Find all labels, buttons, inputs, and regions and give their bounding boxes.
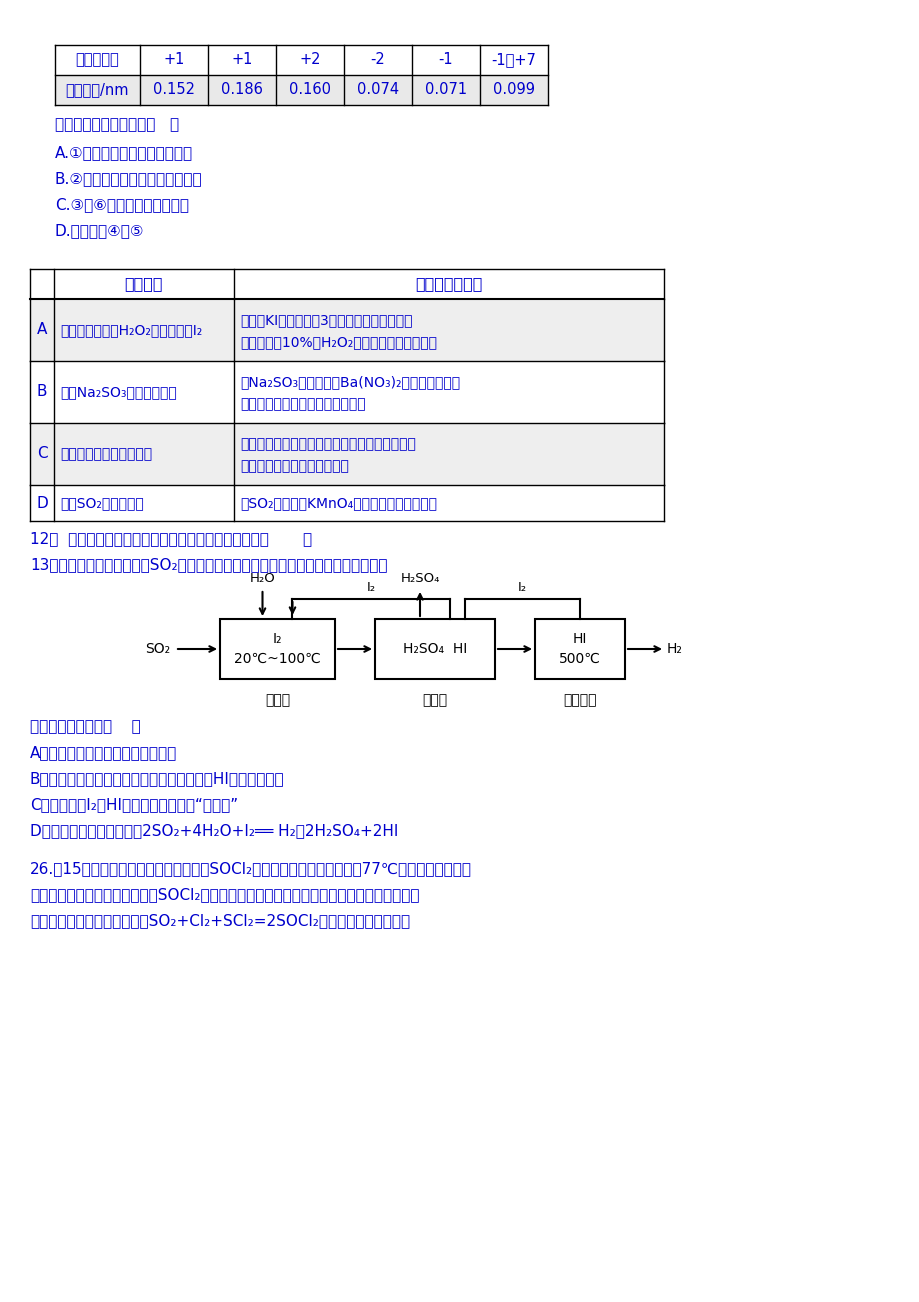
Text: A.①的单质加热时能与氧气化合: A.①的单质加热时能与氧气化合 [55,145,193,160]
Text: B.②的单质常温下可与水劇烈反应: B.②的单质常温下可与水劇烈反应 [55,171,202,186]
Text: 有水玻璃的试管中，出现浑浓: 有水玻璃的试管中，出现浑浓 [240,460,348,473]
Text: 12、  下列实验操作及现象能够达成相应实验目的的是（       ）: 12、 下列实验操作及现象能够达成相应实验目的的是（ ） [30,531,312,546]
Text: I₂: I₂ [517,581,527,594]
Text: 分离器: 分离器 [422,693,447,707]
Bar [30,299,664,361]
Text: +1: +1 [164,52,185,68]
Text: A: A [37,323,47,337]
Text: 将浓盐酸滴入碳酸钓固体中，生成的气体通入盛: 将浓盐酸滴入碳酸钓固体中，生成的气体通入盛 [240,437,415,450]
Text: HI: HI [573,631,586,646]
Text: 下列说法正确的是（    ）: 下列说法正确的是（ ） [30,719,141,734]
Text: -1: -1 [438,52,453,68]
Text: 业、有机合成等领域用途广泛。SOCl₂遇水剧烈反应，液面上产生白雾，并常有刺激性气味的: 业、有机合成等领域用途广泛。SOCl₂遇水剧烈反应，液面上产生白雾，并常有刺激性… [30,887,419,902]
Text: 实验目的: 实验目的 [125,276,163,292]
Text: 气体产生，实验室合成原理：SO₂+Cl₂+SCl₂=2SOCl₂，部分装置如图所示：: 气体产生，实验室合成原理：SO₂+Cl₂+SCl₂=2SOCl₂，部分装置如图所… [30,913,410,928]
Text: 0.160: 0.160 [289,82,331,98]
Text: I₂: I₂ [272,631,282,646]
Text: 证明SO₂具有漂白性: 证明SO₂具有漂白性 [60,496,143,510]
Text: D: D [36,496,48,510]
Text: 0.152: 0.152 [153,82,195,98]
Bar [55,76,548,105]
Text: A．分离器中的物质分离操作为过滤: A．分离器中的物质分离操作为过滤 [30,745,177,760]
Text: 反应器: 反应器 [265,693,289,707]
Text: H₂SO₄  HI: H₂SO₄ HI [403,642,467,656]
Text: D．磘循环工艺的总反应为2SO₂+4H₂O+I₂══ H₂＋2H₂SO₄+2HI: D．磘循环工艺的总反应为2SO₂+4H₂O+I₂══ H₂＋2H₂SO₄+2HI [30,823,398,838]
Text: 向Na₂SO₃溶液中加入Ba(NO₃)₂溶液，出现白色: 向Na₂SO₃溶液中加入Ba(NO₃)₂溶液，出现白色 [240,375,460,389]
Text: H₂O: H₂O [249,572,275,585]
Text: 证明酸性条件下H₂O₂氧化性强于I₂: 证明酸性条件下H₂O₂氧化性强于I₂ [60,323,202,337]
Text: SO₂: SO₂ [144,642,170,656]
Text: B．膜反应器中，增大压强有利于提高速率和HI的平衡转化率: B．膜反应器中，增大压强有利于提高速率和HI的平衡转化率 [30,771,284,786]
Text: 向淠粉KI溶液中滴入3滴稀硫酸，未见溶液变: 向淠粉KI溶液中滴入3滴稀硫酸，未见溶液变 [240,312,412,327]
Text: 500℃: 500℃ [559,652,600,667]
Text: -1、+7: -1、+7 [491,52,536,68]
Text: +1: +1 [231,52,253,68]
Bar [30,423,664,486]
Text: 主要化合价: 主要化合价 [75,52,119,68]
Text: 下列说法中不正确的是（   ）: 下列说法中不正确的是（ ） [55,117,179,132]
Text: I₂: I₂ [367,581,375,594]
Bar [535,618,624,680]
Text: 沉淠，再加入稀硫酸，沉淠不溶解: 沉淠，再加入稀硫酸，沉淠不溶解 [240,397,365,411]
Text: D.非金属性④＞⑤: D.非金属性④＞⑤ [55,223,144,238]
Text: 证明碳的非金属性强于硅: 证明碳的非金属性强于硅 [60,447,152,461]
Text: 0.071: 0.071 [425,82,467,98]
Text: 检验Na₂SO₃溶液是否变质: 检验Na₂SO₃溶液是否变质 [60,385,176,398]
Bar [375,618,494,680]
Text: B: B [37,384,47,400]
Text: 0.074: 0.074 [357,82,399,98]
Text: 0.186: 0.186 [221,82,263,98]
Text: 0.099: 0.099 [493,82,535,98]
Text: C: C [37,447,47,461]
Text: +2: +2 [299,52,321,68]
Text: 蓝；再加入10%的H₂O₂溶液，溶液立即变蓝色: 蓝；再加入10%的H₂O₂溶液，溶液立即变蓝色 [240,335,437,349]
Text: 膜反应器: 膜反应器 [562,693,596,707]
Text: 实验操作及现象: 实验操作及现象 [414,276,482,292]
Text: 13、碘循环工艺不仅能吸收SO₂降低环境污染，同时又能制得氢气，具体流程如下：: 13、碘循环工艺不仅能吸收SO₂降低环境污染，同时又能制得氢气，具体流程如下： [30,557,387,572]
Text: 将SO₂通入酸性KMnO₄溶液中，溶液紫色褪去: 将SO₂通入酸性KMnO₄溶液中，溶液紫色褪去 [240,496,437,510]
Text: C.③与⑥可以形成离子化合物: C.③与⑥可以形成离子化合物 [55,197,188,212]
Text: 26.（15分）亚硫酰氯（俗称氯化亚碓，SOCl₂）是一种液态化合物，永点77℃，在农药、制药行: 26.（15分）亚硫酰氯（俗称氯化亚碓，SOCl₂）是一种液态化合物，永点77℃… [30,861,471,876]
Text: 原子半径/nm: 原子半径/nm [65,82,129,98]
Text: C．该工艺中I₂和HI的相互转化体现了“磘循环”: C．该工艺中I₂和HI的相互转化体现了“磘循环” [30,797,238,812]
Text: 20℃~100℃: 20℃~100℃ [233,652,321,667]
Text: H₂SO₄: H₂SO₄ [400,572,439,585]
Text: H₂: H₂ [666,642,682,656]
Text: -2: -2 [370,52,385,68]
Bar [220,618,335,680]
